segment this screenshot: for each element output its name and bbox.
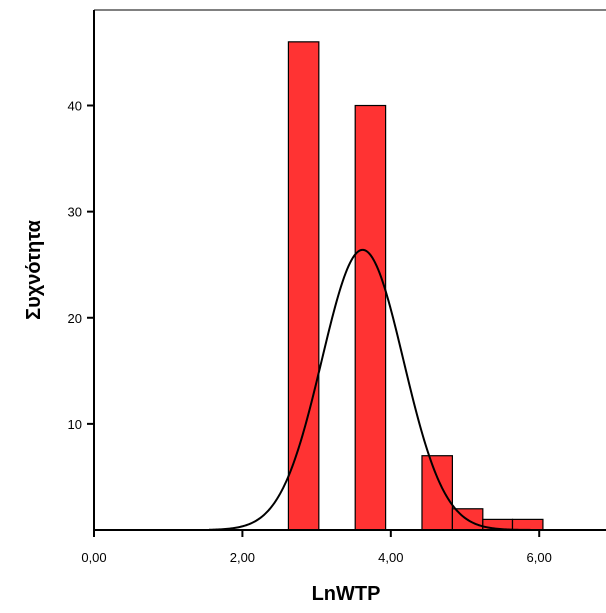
histogram-bar-2: [354, 104, 387, 531]
x-tick-label-4: 4,00: [378, 550, 403, 565]
normal-curve: [208, 248, 536, 531]
y-tick-label-10: 10: [68, 417, 82, 432]
y-axis-title: Συχνότητα: [23, 219, 45, 319]
axes: 10 20 30 40 0,00 2,00 4,00 6,00: [68, 10, 606, 565]
x-axis-title: LnWTP: [312, 583, 381, 605]
x-tick-label-0: 0,00: [81, 550, 106, 565]
x-tick-label-2: 2,00: [230, 550, 255, 565]
y-tick-label-40: 40: [68, 99, 82, 114]
histogram-bar-3: [421, 455, 453, 531]
y-tick-label-30: 30: [68, 205, 82, 220]
histogram-bar-6: [511, 518, 544, 531]
histogram-bar-1: [287, 41, 320, 531]
y-tick-label-20: 20: [68, 311, 82, 326]
x-tick-label-6: 6,00: [527, 550, 552, 565]
normal-curve-layer: [208, 248, 536, 531]
histogram-bars: [287, 41, 544, 531]
